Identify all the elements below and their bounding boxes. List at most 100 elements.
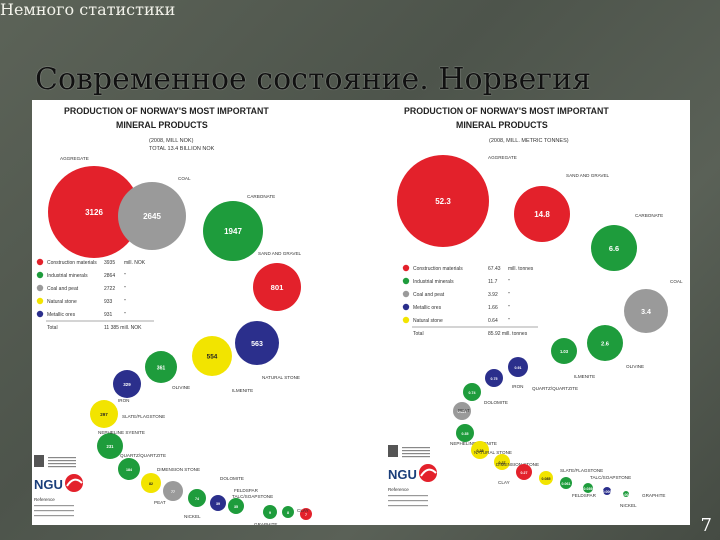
left-chart-footer-ref: Reference bbox=[34, 497, 55, 502]
right-chart-legend-label: Coal and peat bbox=[413, 292, 445, 298]
left-chart-bubble-value: 801 bbox=[271, 283, 285, 292]
right-chart-legend-swatch bbox=[402, 316, 410, 324]
left-chart-total-line: TOTAL 13.4 BILLION NOK bbox=[149, 146, 215, 152]
right-chart-bubble-label: IRON bbox=[512, 384, 523, 389]
right-chart-footer-org: NGU bbox=[388, 467, 417, 482]
right-chart-logo-icon bbox=[419, 464, 437, 482]
left-chart-footer-text-line bbox=[34, 515, 74, 517]
right-chart-bubble bbox=[551, 338, 577, 364]
left-chart-legend-label: Industrial minerals bbox=[47, 273, 88, 279]
left-chart-bubble-label: SAND AND GRAVEL bbox=[258, 251, 302, 256]
left-chart-bubble-value: 184 bbox=[126, 468, 132, 472]
left-chart-legend-unit: mill. NOK bbox=[124, 260, 146, 266]
left-chart-bubble bbox=[228, 498, 244, 514]
left-chart-legend-value: 2722 bbox=[104, 286, 115, 292]
left-chart-bubble-value: 77 bbox=[171, 490, 175, 494]
left-chart-bubble-value: 39 bbox=[216, 502, 220, 506]
left-chart-bubble-value: 563 bbox=[251, 341, 263, 348]
left-chart-bubble-label: TALC/SOAPSTONE bbox=[232, 494, 273, 499]
right-chart-bubble bbox=[463, 383, 481, 401]
left-chart-legend-label: Metallic ores bbox=[47, 312, 76, 318]
left-chart-bubble bbox=[48, 166, 140, 258]
left-chart-bubble-label: DIMENSION STONE bbox=[157, 467, 200, 472]
right-chart-bubble bbox=[508, 357, 528, 377]
right-chart-bubble bbox=[471, 441, 489, 459]
right-chart-bubble-label: COAL bbox=[670, 279, 683, 284]
left-chart-bubble bbox=[118, 458, 140, 480]
right-chart-legend-swatch bbox=[402, 290, 410, 298]
left-chart-bubble bbox=[141, 473, 161, 493]
left-chart-bubble-label: DOLOMITE bbox=[220, 476, 244, 481]
left-chart-bubble-value: 361 bbox=[157, 365, 166, 371]
right-chart-legend-value: 1.66 bbox=[488, 305, 498, 311]
right-chart-bubble-value: 0.039 bbox=[584, 487, 593, 491]
right-chart-bubble-value: 2.6 bbox=[601, 342, 609, 348]
left-chart-bubble bbox=[145, 351, 177, 383]
right-chart-bubble bbox=[603, 487, 611, 495]
left-chart-legend-value: 3935 bbox=[104, 260, 115, 266]
right-chart-legend-label: Industrial minerals bbox=[413, 279, 454, 285]
left-chart-bubble bbox=[282, 506, 294, 518]
page-number: 7 bbox=[700, 515, 712, 536]
right-chart-bubble bbox=[587, 325, 623, 361]
right-chart-title-line1: PRODUCTION OF NORWAY'S MOST IMPORTANT bbox=[404, 106, 609, 116]
left-chart-footer-line bbox=[48, 463, 76, 465]
right-chart-legend-unit: " bbox=[508, 305, 510, 311]
right-chart-footer-text-line bbox=[388, 500, 428, 502]
right-chart-footer-ref: Reference bbox=[388, 487, 409, 492]
left-chart-bubble-value: 35 bbox=[234, 505, 238, 509]
left-chart-legend-swatch bbox=[36, 284, 44, 292]
left-chart-bubble-label: NICKEL bbox=[184, 514, 201, 519]
left-chart-logo-swoosh bbox=[66, 478, 83, 487]
right-chart-legend-unit: mill. tonnes bbox=[508, 266, 534, 272]
right-chart-legend-value: 0.64 bbox=[488, 318, 498, 324]
right-chart-bubble-label: NEPHELINE SYENITE bbox=[450, 441, 497, 446]
left-chart-bubble-label: OLIVINE bbox=[172, 385, 190, 390]
right-chart-footer-line bbox=[402, 447, 430, 449]
left-chart-bubble bbox=[235, 321, 279, 365]
left-chart-logo-icon bbox=[65, 474, 83, 492]
left-chart-subtitle: (2008, MILL NOK) bbox=[149, 138, 194, 144]
right-chart-bubble bbox=[583, 483, 593, 493]
right-chart-legend-label: Construction materials bbox=[413, 266, 463, 272]
left-chart-bubble-label: CLAY bbox=[297, 508, 309, 513]
left-chart-bubble-value: 297 bbox=[100, 412, 108, 417]
left-chart-bubble-value: 2645 bbox=[143, 212, 161, 221]
right-chart-bubble-label: FELDSPAR bbox=[572, 493, 597, 498]
right-chart-legend-label: Metallic ores bbox=[413, 305, 442, 311]
left-chart-bubble bbox=[263, 505, 277, 519]
left-chart-legend-swatch bbox=[36, 310, 44, 318]
left-chart-bubble-label: AGGREGATE bbox=[60, 156, 89, 161]
right-chart-footer-line bbox=[402, 456, 430, 458]
left-chart-legend-label: Construction materials bbox=[47, 260, 97, 266]
left-chart-bubble-value: 82 bbox=[149, 482, 153, 486]
right-chart-bubble-value: 0.29 bbox=[477, 449, 484, 453]
right-chart-bubble-value: 0.061 bbox=[562, 482, 571, 486]
right-chart-bubble-label: PEAT bbox=[458, 408, 470, 413]
right-chart-bubble bbox=[397, 155, 489, 247]
left-chart-bubble-value: 8 bbox=[287, 511, 289, 515]
left-chart-footer-text-line bbox=[34, 510, 74, 512]
left-chart-bubble-value: 3126 bbox=[85, 208, 103, 217]
left-chart-bubble-label: GRAPHITE bbox=[254, 522, 277, 525]
right-chart-legend-value: 67.43 bbox=[488, 266, 501, 272]
right-chart-legend-value: 11.7 bbox=[488, 279, 498, 285]
left-chart-bubble bbox=[192, 336, 232, 376]
left-chart-title-line1: PRODUCTION OF NORWAY'S MOST IMPORTANT bbox=[64, 106, 269, 116]
right-chart-bubble-label: SAND AND GRAVEL bbox=[566, 173, 610, 178]
left-chart-bubble bbox=[203, 201, 263, 261]
left-chart-footer-line bbox=[48, 457, 76, 459]
right-chart-footer-text-line bbox=[388, 495, 428, 497]
left-chart-bubble bbox=[118, 182, 186, 250]
right-chart-bubble bbox=[485, 369, 503, 387]
right-chart-bubble bbox=[453, 402, 471, 420]
right-chart-bubble-value: 0.085 bbox=[542, 477, 551, 481]
right-chart-bubble-label: CLAY bbox=[498, 480, 510, 485]
left-chart-bubble bbox=[163, 481, 183, 501]
right-chart-bubble bbox=[591, 225, 637, 271]
left-chart-legend-total-value: 11 385 mill. NOK bbox=[104, 325, 142, 331]
right-chart-logo-swoosh bbox=[420, 468, 437, 477]
right-chart-bubble-value: 52.3 bbox=[435, 197, 451, 206]
left-chart-legend-swatch bbox=[36, 297, 44, 305]
right-chart-legend-unit: " bbox=[508, 292, 510, 298]
